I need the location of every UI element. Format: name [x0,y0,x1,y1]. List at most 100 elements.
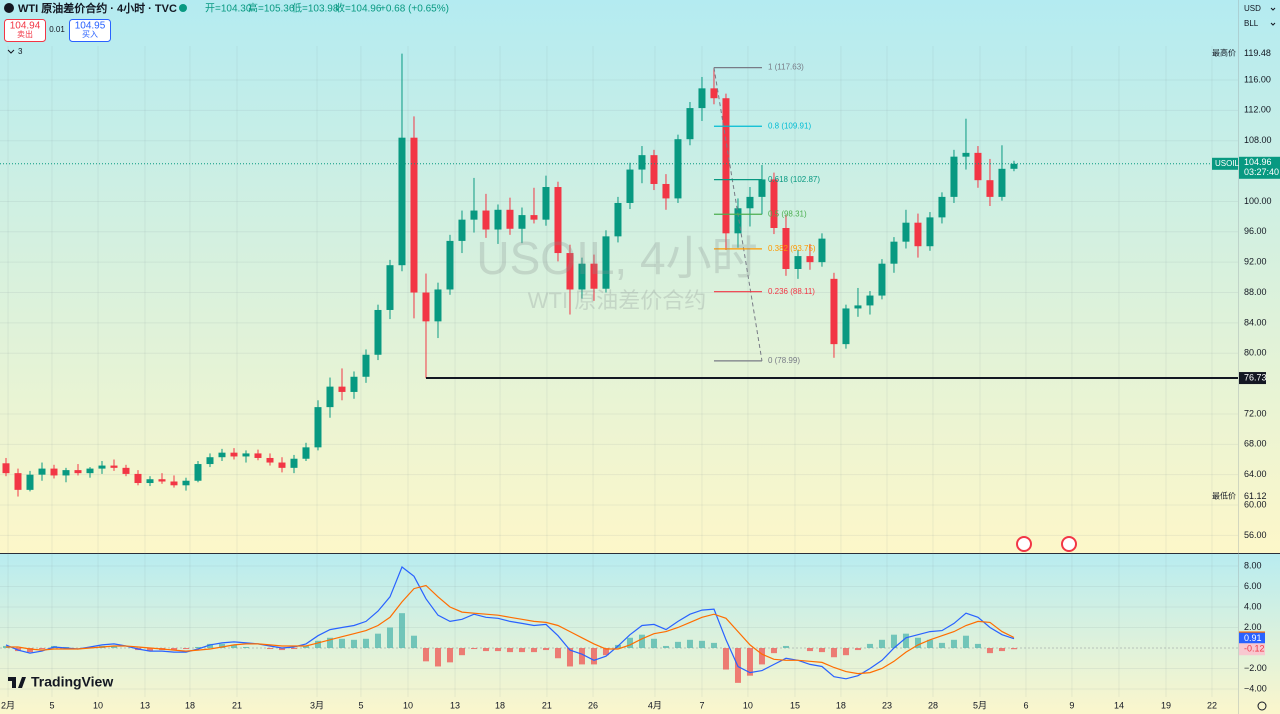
y-tick-label: 80.00 [1244,348,1267,358]
candle-body [458,219,466,241]
fib-label: 0 (78.99) [768,356,800,365]
hline-label: 76.73 [1244,372,1267,382]
candle-body [62,470,70,476]
x-tick-label: 18 [495,700,505,710]
histogram-bar [242,646,249,649]
candle-body [50,468,58,476]
ohlc-open: 开=104.30 [205,4,252,15]
histogram-bar [986,648,993,654]
histogram-bar [914,637,921,649]
histogram-bar [362,638,369,649]
candle-body [278,462,286,468]
sell-price: 104.94 [10,21,41,32]
y-tick-label: 108.00 [1244,135,1272,145]
fib-label: 0.382 (93.75) [768,244,816,253]
candle-body [638,155,646,170]
candle-body [110,465,118,468]
buy-button[interactable] [69,19,111,42]
x-tick-label: 23 [882,700,892,710]
histogram-bar [218,643,225,649]
event-icon[interactable] [1016,536,1032,552]
last-value-label-bg [1239,643,1265,656]
histogram-bar [314,640,321,649]
candle-body [650,155,658,184]
fib-label: 0.236 (88.11) [768,287,815,296]
x-tick-label: 10 [93,700,103,710]
histogram-bar [446,648,453,663]
y-tick-label: 60.00 [1244,499,1267,509]
spread: 0.01 [49,25,65,34]
histogram-bar [302,645,309,649]
histogram-bar [170,648,177,651]
last-value-label: -0.12 [1244,644,1265,654]
candle-body [902,222,910,242]
histogram-bar [818,648,825,653]
candle-body [326,386,334,408]
histogram-bar [338,638,345,649]
y-tick-label: −2.00 [1244,663,1267,673]
y-tick-label: 64.00 [1244,469,1267,479]
x-tick-label: 13 [140,700,150,710]
histogram-bar [266,648,273,650]
candle-body [194,464,202,481]
histogram-bar [326,637,333,649]
histogram-bar [506,648,513,653]
candle-body [986,180,994,197]
candle-body [674,139,682,199]
candle-body [734,208,742,234]
price-label-name: 最低价 [1212,491,1236,501]
symbol-title[interactable]: WTI 原油差价合约 · 4小时 · TVC [18,1,177,15]
y-tick-label: −4.00 [1244,683,1267,693]
candle-body [182,480,190,486]
histogram-bar [26,648,33,653]
histogram-bar [434,648,441,667]
x-tick-label: 21 [232,700,242,710]
symbol-badge-bg [1212,157,1238,170]
candle-body [446,240,454,290]
candle-body [710,88,718,99]
sell-button[interactable] [4,19,46,42]
histogram-bar [842,648,849,656]
candle-body [218,452,226,458]
fib-label: 0.618 (102.87) [768,175,820,184]
histogram-bar [950,639,957,649]
histogram-bar [482,648,489,652]
candle-body [230,452,238,457]
settings-icon[interactable] [1257,701,1267,711]
histogram-bar [746,648,753,676]
x-tick-label: 26 [588,700,598,710]
candle-body [254,453,262,458]
x-tick-label: 14 [1114,700,1124,710]
candle-body [590,263,598,289]
histogram-bar [974,643,981,649]
x-tick-label: 18 [185,700,195,710]
histogram-bar [278,648,285,651]
candle-body [374,309,382,355]
y-tick-label: 116.00 [1244,74,1271,84]
candle-body [602,236,610,289]
event-icon[interactable] [1061,536,1077,552]
histogram-bar [398,613,405,649]
histogram-bar [962,635,969,649]
last-price-bg [1239,156,1280,179]
candle-body [758,179,766,197]
price-label-value: 119.48 [1244,48,1271,58]
candle-body [542,187,550,220]
ohlc-high: 高=105.36 [248,2,295,15]
candle-body [974,152,982,181]
x-tick-label: 3月 [310,700,324,710]
currency[interactable]: USD [1244,4,1261,13]
last-value-label-bg [1239,632,1265,645]
histogram-bar [1010,648,1017,650]
histogram-bar [470,648,477,650]
histogram-bar [806,648,813,652]
y-tick-label: 4.00 [1244,601,1262,611]
collapse-icon[interactable] [7,49,15,54]
histogram-bar [422,648,429,662]
unit[interactable]: BLL [1244,19,1259,28]
candle-body [818,238,826,263]
last-value-label: 0.91 [1244,633,1262,643]
histogram-bar [350,639,357,649]
x-tick-label: 22 [1207,700,1217,710]
